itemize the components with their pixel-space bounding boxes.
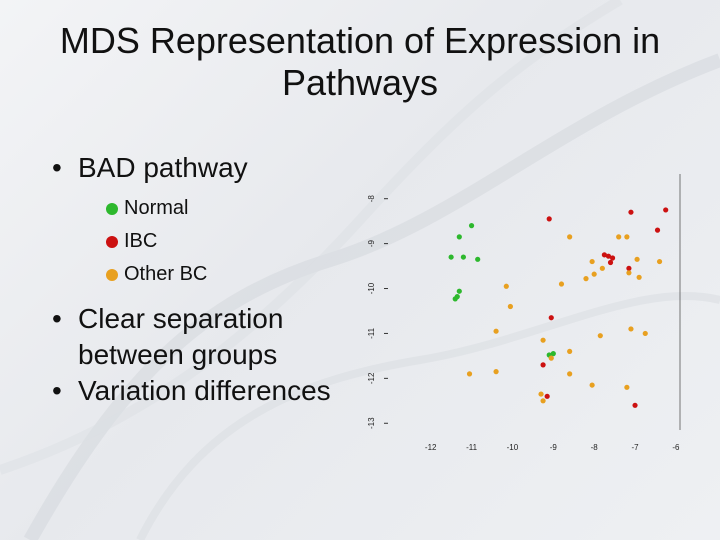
data-point-ibc xyxy=(544,393,550,399)
data-point-ibc xyxy=(607,259,614,266)
data-point-normal xyxy=(448,254,454,260)
legend-label: Other BC xyxy=(124,263,208,285)
bullet-text: Variation differences xyxy=(78,375,331,406)
data-point-other-bc xyxy=(636,274,642,280)
data-point-ibc xyxy=(605,253,612,259)
data-point-other-bc xyxy=(642,330,648,337)
y-tick-label: -12 xyxy=(367,372,376,384)
bullet-dot-icon: • xyxy=(52,152,62,183)
data-point-other-bc xyxy=(626,270,632,276)
data-point-other-bc xyxy=(507,303,513,310)
data-point-ibc xyxy=(654,227,661,233)
bullet-dot-icon: • xyxy=(52,303,62,334)
x-tick-label: -6 xyxy=(672,443,680,452)
data-point-other-bc xyxy=(597,333,603,339)
y-tick-label: -8 xyxy=(367,195,376,203)
legend: Normal IBC Other BC xyxy=(106,192,342,291)
x-tick-label: -12 xyxy=(425,443,437,452)
legend-label: Normal xyxy=(124,197,189,219)
data-point-other-bc xyxy=(540,337,546,343)
data-point-normal xyxy=(468,223,475,229)
data-point-other-bc xyxy=(628,326,634,332)
y-tick-label: -10 xyxy=(367,282,376,294)
bullet-item: • Clear separation between groups xyxy=(52,301,342,373)
x-tick-label: -10 xyxy=(507,443,519,452)
data-point-ibc xyxy=(628,209,634,215)
bullet-item: • Variation differences xyxy=(52,373,342,409)
data-point-ibc xyxy=(601,252,607,258)
legend-label: IBC xyxy=(124,230,158,252)
x-tick-label: -9 xyxy=(550,443,558,452)
data-point-ibc xyxy=(626,265,632,271)
data-point-normal xyxy=(456,288,462,294)
data-point-other-bc xyxy=(567,371,573,377)
data-point-other-bc xyxy=(548,355,554,361)
data-point-other-bc xyxy=(591,271,597,277)
data-point-other-bc xyxy=(583,276,589,282)
data-point-other-bc xyxy=(493,328,499,334)
legend-swatch-icon xyxy=(106,268,118,281)
data-point-other-bc xyxy=(589,382,595,388)
data-point-normal xyxy=(452,296,458,302)
data-point-other-bc xyxy=(624,234,630,240)
legend-item-other-bc: Other BC xyxy=(106,258,342,291)
data-point-other-bc xyxy=(567,348,573,355)
bullet-item: • BAD pathway xyxy=(52,150,342,186)
y-tick-label: -9 xyxy=(367,240,376,248)
data-point-normal xyxy=(456,234,462,240)
data-point-ibc xyxy=(540,362,546,368)
data-point-other-bc xyxy=(503,283,509,289)
data-point-other-bc xyxy=(540,398,546,404)
y-tick-label: -11 xyxy=(367,327,376,339)
data-point-ibc xyxy=(546,216,552,222)
data-point-ibc xyxy=(548,315,554,321)
mds-scatter-chart: -8 -9 -10 -11 -12 -13 -12 -11 -10 -9 -8 -7 -6 xyxy=(367,174,681,452)
bullet-list: • BAD pathway Normal IBC Other BC • Clea… xyxy=(52,150,342,409)
data-point-other-bc xyxy=(589,258,595,265)
data-point-ibc xyxy=(632,402,638,408)
x-tick-label: -11 xyxy=(466,443,478,452)
data-point-other-bc xyxy=(466,371,473,377)
data-point-other-bc xyxy=(567,234,573,240)
data-point-normal xyxy=(460,254,466,260)
data-point-other-bc xyxy=(624,384,630,390)
data-point-other-bc xyxy=(558,281,565,287)
data-point-other-bc xyxy=(538,391,544,397)
bullet-text: BAD pathway xyxy=(78,152,248,183)
data-point-other-bc xyxy=(599,265,605,271)
data-point-normal xyxy=(475,256,481,262)
data-point-other-bc xyxy=(493,369,499,375)
x-tick-label: -7 xyxy=(631,443,639,452)
legend-swatch-icon xyxy=(106,235,118,248)
x-tick-label: -8 xyxy=(591,443,599,452)
data-point-other-bc xyxy=(616,234,622,240)
bullet-text: Clear separation between groups xyxy=(78,303,284,370)
data-point-normal xyxy=(550,351,556,357)
legend-item-normal: Normal xyxy=(106,192,342,225)
y-tick-label: -13 xyxy=(367,417,376,429)
data-point-other-bc xyxy=(656,258,663,265)
data-point-ibc xyxy=(663,207,669,213)
data-point-ibc xyxy=(609,255,616,261)
page-title: MDS Representation of Expression in Path… xyxy=(59,20,661,103)
legend-item-ibc: IBC xyxy=(106,225,342,258)
bullet-dot-icon: • xyxy=(52,375,62,406)
data-point-other-bc xyxy=(634,256,640,262)
legend-swatch-icon xyxy=(106,202,118,215)
